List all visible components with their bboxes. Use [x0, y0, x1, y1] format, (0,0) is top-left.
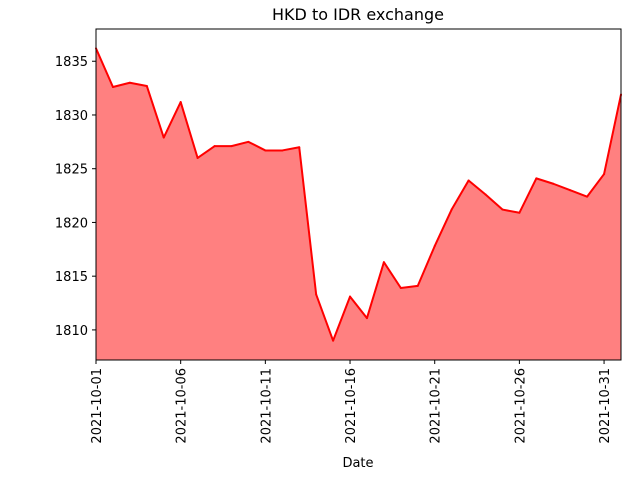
data-point-2021-10-03: [128, 81, 131, 84]
y-tick-label: 1825: [55, 163, 88, 178]
data-point-2021-10-12: [281, 149, 284, 152]
series-area-fill: [96, 48, 621, 361]
x-tick-label: 2021-10-01: [90, 368, 105, 444]
plot-area: [95, 47, 622, 361]
data-point-2021-10-15: [332, 339, 335, 342]
x-tick-label: 2021-10-11: [259, 368, 274, 444]
series-line: [95, 47, 622, 342]
x-tick-label: 2021-10-06: [175, 368, 190, 444]
x-tick-label: 2021-10-26: [513, 368, 528, 444]
data-point-2021-10-02: [111, 86, 114, 89]
data-point-2021-10-18: [382, 261, 385, 264]
data-point-2021-10-06: [179, 101, 182, 104]
data-point-2021-10-05: [162, 136, 165, 139]
chart-title: HKD to IDR exchange: [272, 5, 444, 24]
data-point-2021-10-30: [586, 195, 589, 198]
x-axis-label: Date: [342, 456, 373, 471]
data-point-2021-10-16: [349, 295, 352, 298]
x-tick-label: 2021-10-31: [598, 368, 613, 444]
y-tick-label: 1830: [55, 109, 88, 124]
data-point-2021-10-10: [247, 140, 250, 143]
data-point-2021-10-20: [416, 284, 419, 287]
data-point-2021-10-25: [501, 208, 504, 211]
y-tick-label: 1810: [55, 324, 88, 339]
data-point-2021-10-29: [569, 189, 572, 192]
data-point-2021-10-26: [518, 211, 521, 214]
data-point-2021-10-07: [196, 156, 199, 159]
data-point-2021-10-22: [450, 208, 453, 211]
axes-frame: [95, 28, 622, 361]
data-point-2021-10-28: [552, 182, 555, 185]
data-point-2021-10-09: [230, 145, 233, 148]
data-point-2021-10-27: [535, 177, 538, 180]
y-axis: 1810 1815 1820 1825 1830 1835: [55, 55, 96, 339]
data-point-2021-10-31: [603, 173, 606, 176]
y-tick-label: 1815: [55, 270, 88, 285]
data-point-2021-10-17: [365, 317, 368, 320]
x-tick-label: 2021-10-16: [344, 368, 359, 444]
data-point-2021-10-08: [213, 145, 216, 148]
data-point-2021-10-24: [484, 193, 487, 196]
x-tick-label: 2021-10-21: [429, 368, 444, 444]
data-point-2021-10-04: [145, 84, 148, 87]
y-tick-label: 1820: [55, 216, 88, 231]
data-point-2021-10-23: [467, 179, 470, 182]
x-axis: 2021-10-01 2021-10-06 2021-10-11 2021-10-16…: [90, 360, 613, 444]
y-tick-label: 1835: [55, 55, 88, 70]
data-point-2021-10-21: [433, 245, 436, 248]
data-point-2021-10-13: [298, 146, 301, 149]
data-point-2021-10-19: [399, 287, 402, 289]
data-point-2021-10-14: [315, 293, 318, 296]
data-point-2021-10-11: [264, 149, 267, 152]
